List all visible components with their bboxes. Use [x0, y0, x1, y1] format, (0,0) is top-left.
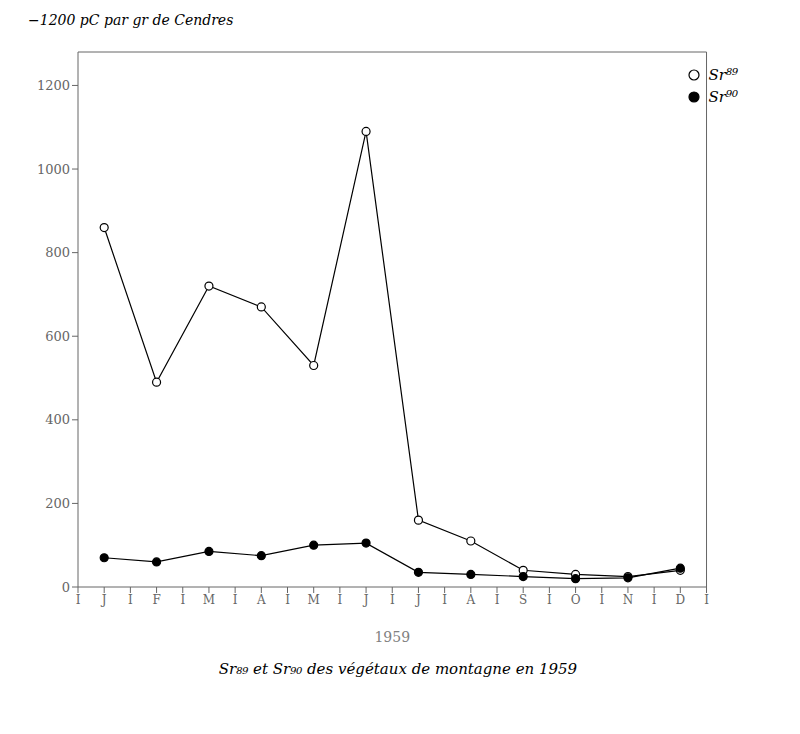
svg-text:I: I: [652, 593, 657, 607]
svg-text:O: O: [571, 593, 581, 607]
svg-text:I: I: [338, 593, 343, 607]
svg-text:I: I: [128, 593, 133, 607]
svg-text:600: 600: [45, 329, 70, 344]
svg-text:800: 800: [45, 245, 70, 260]
svg-text:1200: 1200: [37, 78, 70, 93]
svg-text:I: I: [599, 593, 604, 607]
svg-text:A: A: [465, 593, 475, 607]
html-text:Sr⁸⁹: Sr⁸⁹: [708, 66, 738, 84]
svg-text:1000: 1000: [37, 162, 70, 177]
svg-text:1959: 1959: [374, 629, 410, 645]
svg-text:N: N: [623, 593, 634, 607]
svg-text:I: I: [180, 593, 185, 607]
svg-text:F: F: [152, 593, 160, 607]
svg-text:J: J: [100, 593, 107, 607]
svg-text:J: J: [362, 593, 369, 607]
html-text:Sr⁹⁰: Sr⁹⁰: [708, 88, 738, 106]
svg-text:J: J: [414, 593, 421, 607]
svg-text:D: D: [676, 593, 686, 607]
html-text:−1200 pC par gr de Cendres: −1200 pC par gr de Cendres: [28, 12, 234, 28]
svg-text:M: M: [203, 593, 215, 607]
svg-text:I: I: [233, 593, 238, 607]
svg-text:200: 200: [45, 496, 70, 511]
svg-text:I: I: [547, 593, 552, 607]
svg-text:I: I: [76, 593, 81, 607]
svg-text:I: I: [390, 593, 395, 607]
html-text:Sr₈₉ et Sr₉₀ des végétaux de m: Sr₈₉ et Sr₉₀ des végétaux de montagne en…: [218, 660, 578, 678]
svg-text:M: M: [308, 593, 320, 607]
svg-text:A: A: [256, 593, 266, 607]
svg-text:I: I: [442, 593, 447, 607]
svg-text:400: 400: [45, 412, 70, 427]
svg-text:0: 0: [62, 580, 70, 595]
svg-text:I: I: [704, 593, 709, 607]
svg-text:I: I: [495, 593, 500, 607]
svg-text:S: S: [519, 593, 527, 607]
svg-text:I: I: [285, 593, 290, 607]
